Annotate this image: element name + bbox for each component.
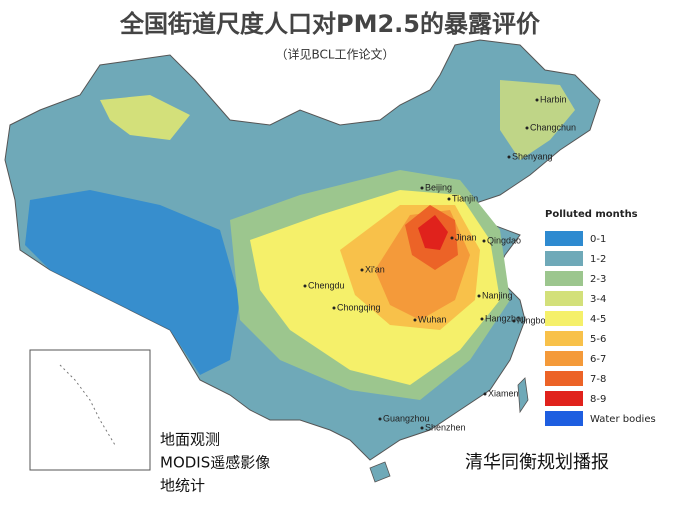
region-north-green — [100, 95, 190, 140]
region-northeast-green — [500, 80, 575, 160]
city-label: Qingdao — [487, 235, 521, 245]
legend-label: 4-5 — [590, 314, 606, 325]
legend-label: 1-2 — [590, 254, 606, 265]
city-dot — [360, 268, 364, 272]
city-label: Nanjing — [482, 290, 513, 300]
city-label: Chongqing — [337, 302, 381, 312]
city-dot — [477, 294, 481, 298]
region-low — [25, 190, 240, 375]
city-dot — [525, 126, 529, 130]
city-dot — [413, 318, 417, 322]
city-dot — [447, 197, 451, 201]
legend-swatch — [545, 251, 583, 266]
region-taiwan — [517, 377, 529, 414]
legend-swatch — [545, 311, 583, 326]
legend-swatch — [545, 331, 583, 346]
city-dot — [480, 317, 484, 321]
inset-box — [29, 349, 151, 471]
city-label: Beijing — [425, 182, 452, 192]
legend-label: 7-8 — [590, 374, 606, 385]
city-dot — [483, 392, 487, 396]
inset-islands — [59, 364, 116, 446]
city-dot — [512, 319, 516, 323]
note: MODIS遥感影像 — [160, 454, 270, 472]
legend-label: 3-4 — [590, 294, 606, 305]
note: 地统计 — [160, 477, 205, 495]
legend-swatch — [545, 231, 583, 246]
legend-label: 5-6 — [590, 334, 606, 345]
region-red — [418, 215, 448, 250]
city-dot — [482, 239, 486, 243]
legend-swatch — [545, 371, 583, 386]
city-dot — [332, 306, 336, 310]
city-label: Xi'an — [365, 264, 385, 274]
city-dot — [535, 98, 539, 102]
city-dot — [450, 236, 454, 240]
legend-label: 6-7 — [590, 354, 606, 365]
subtitle: （详见BCL工作论文） — [275, 47, 394, 62]
legend-label: 2-3 — [590, 274, 606, 285]
region-hainan — [369, 461, 391, 483]
city-label: Shenyang — [512, 151, 553, 161]
city-dot — [378, 417, 382, 421]
legend-swatch — [545, 411, 583, 426]
city-label: Tianjin — [452, 193, 478, 203]
legend-label: Water bodies — [590, 414, 656, 425]
city-label: Xiamen — [488, 388, 519, 398]
legend-swatch — [545, 351, 583, 366]
legend-label: 0-1 — [590, 234, 606, 245]
city-label: Shenzhen — [425, 422, 466, 432]
legend-swatch — [545, 291, 583, 306]
title: 全国街道尺度人口对PM2.5的暴露评价 — [119, 10, 541, 38]
city-label: Harbin — [540, 94, 567, 104]
legend-swatch — [545, 271, 583, 286]
city-dot — [420, 186, 424, 190]
city-label: Changchun — [530, 122, 576, 132]
city-label: Guangzhou — [383, 413, 430, 423]
city-dot — [507, 155, 511, 159]
legend-label: 8-9 — [590, 394, 606, 405]
city-dot — [303, 284, 307, 288]
city-label: Chengdu — [308, 280, 345, 290]
city-label: Hangzhou — [485, 313, 526, 323]
city-label: Jinan — [455, 232, 477, 242]
note: 地面观测 — [160, 431, 220, 449]
legend-swatch — [545, 391, 583, 406]
city-dot — [420, 426, 424, 430]
city-label: Ningbo — [517, 315, 546, 325]
watermark: 清华同衡规划播报 — [465, 452, 609, 473]
city-label: Wuhan — [418, 314, 446, 324]
legend-title: Polluted months — [545, 209, 638, 220]
